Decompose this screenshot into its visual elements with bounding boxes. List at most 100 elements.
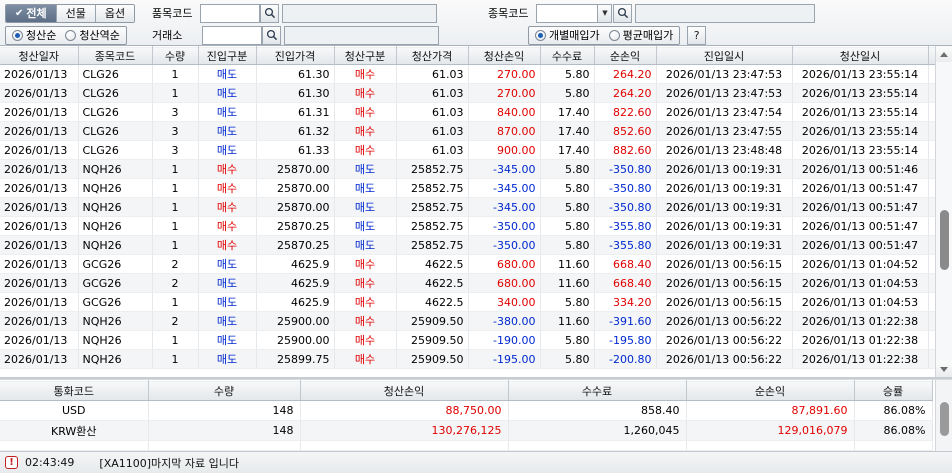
sum-col-net-pnl[interactable]: 순손익 — [686, 380, 855, 401]
table-row[interactable]: 2026/01/13 NQH26 1 매수 25870.25 매도 25852.75 -350… — [0, 216, 952, 236]
cell-entry-price: 25870.00 — [256, 178, 335, 198]
col-header-entry-datetime[interactable]: 진입일시 — [656, 46, 793, 65]
cell-net-pnl: -355.80 — [594, 216, 657, 236]
table-row[interactable]: 2026/01/13 CLG26 3 매도 61.31 매수 61.03 840.00 17.4… — [0, 102, 952, 122]
sum-cell-realized-pnl: 130,276,125 — [300, 420, 509, 441]
cell-entry-side: 매도 — [198, 83, 257, 103]
table-row[interactable]: 2026/01/13 NQH26 1 매수 25870.25 매도 25852.75 -350… — [0, 235, 952, 255]
help-button[interactable]: ? — [687, 25, 707, 45]
col-header-exit-price[interactable]: 청산가격 — [396, 46, 469, 65]
table-row[interactable]: 2026/01/13 CLG26 3 매도 61.33 매수 61.03 900.00 17.4… — [0, 140, 952, 160]
symbol-code-search-button[interactable] — [613, 3, 633, 23]
cell-entry-price: 61.32 — [256, 121, 335, 141]
scroll-up-button[interactable] — [936, 46, 952, 62]
summary-row[interactable]: KRW환산 148 130,276,125 1,260,045 129,016,079 8… — [0, 420, 933, 441]
radio-individual-price[interactable]: 개별매입가 — [535, 27, 600, 43]
cell-exit-datetime: 2026/01/13 01:22:38 — [792, 330, 929, 350]
table-row[interactable]: 2026/01/13 NQH26 1 매도 25900.00 매수 25909.50 -190… — [0, 330, 952, 350]
col-header-exit-date[interactable]: 청산일자 — [0, 46, 79, 65]
scroll-down-button[interactable] — [936, 361, 952, 377]
cell-exit-side: 매도 — [334, 178, 397, 198]
sum-col-realized-pnl[interactable]: 청산손익 — [300, 380, 509, 401]
col-header-exit-side[interactable]: 청산구분 — [334, 46, 397, 65]
cell-exit-date: 2026/01/13 — [0, 140, 79, 160]
item-code-search-button[interactable] — [260, 3, 280, 23]
table-row[interactable]: 2026/01/13 NQH26 1 매수 25870.00 매도 25852.75 -345… — [0, 178, 952, 198]
scroll-thumb[interactable] — [940, 210, 949, 270]
cell-symbol-code: NQH26 — [78, 216, 153, 236]
triangle-down-icon — [940, 366, 948, 372]
cell-exit-datetime: 2026/01/13 23:55:14 — [792, 121, 929, 141]
cell-exit-date: 2026/01/13 — [0, 292, 79, 312]
cell-exit-datetime: 2026/01/13 00:51:47 — [792, 235, 929, 255]
segment-all[interactable]: ✔ 전체 — [6, 4, 57, 22]
radio-average-price[interactable]: 평균매입가 — [608, 27, 674, 43]
cell-quantity: 1 — [152, 197, 199, 217]
cell-exit-price: 25909.50 — [396, 349, 469, 369]
radio-sort-liquidation-asc[interactable]: 청산순 — [12, 27, 56, 43]
table-row[interactable]: 2026/01/13 CLG26 1 매도 61.30 매수 61.03 270.00 5.80… — [0, 64, 952, 84]
cell-fee: 5.80 — [540, 64, 595, 84]
cell-realized-pnl: 870.00 — [468, 121, 541, 141]
sum-col-quantity[interactable]: 수량 — [148, 380, 301, 401]
cell-exit-datetime: 2026/01/13 01:22:38 — [792, 311, 929, 331]
col-header-exit-datetime[interactable]: 청산일시 — [792, 46, 929, 65]
table-row[interactable]: 2026/01/13 NQH26 1 매도 25899.75 매수 25909.50 -195… — [0, 349, 952, 369]
segment-options-label: 옵션 — [104, 7, 126, 20]
cell-fee: 17.40 — [540, 121, 595, 141]
summary-scroll-thumb[interactable] — [940, 402, 949, 436]
col-header-symbol-code[interactable]: 종목코드 — [78, 46, 153, 65]
table-row[interactable]: 2026/01/13 CLG26 3 매도 61.32 매수 61.03 870.00 17.4… — [0, 121, 952, 141]
summary-vertical-scrollbar[interactable] — [935, 380, 952, 451]
cell-exit-datetime: 2026/01/13 00:51:47 — [792, 197, 929, 217]
sum-col-fee[interactable]: 수수료 — [508, 380, 687, 401]
sum-col-winrate[interactable]: 승률 — [854, 380, 933, 401]
symbol-code-input[interactable] — [536, 3, 599, 23]
grid-vertical-scrollbar[interactable] — [935, 46, 952, 377]
symbol-code-dropdown-button[interactable]: ▼ — [598, 3, 613, 23]
cell-quantity: 1 — [152, 83, 199, 103]
table-row[interactable]: 2026/01/13 CLG26 1 매도 61.30 매수 61.03 270.00 5.80… — [0, 83, 952, 103]
col-header-fee[interactable]: 수수료 — [540, 46, 595, 65]
cell-exit-side: 매수 — [334, 349, 397, 369]
table-row[interactable]: 2026/01/13 GCG26 1 매도 4625.9 매수 4622.5 340.00 5.… — [0, 292, 952, 312]
table-row[interactable]: 2026/01/13 NQH26 1 매수 25870.00 매도 25852.75 -345… — [0, 159, 952, 179]
sum-col-currency[interactable]: 통화코드 — [0, 380, 149, 401]
cell-fee: 11.60 — [540, 311, 595, 331]
table-body: 2026/01/13 CLG26 1 매도 61.30 매수 61.03 270.00 5.80… — [0, 64, 952, 369]
cell-exit-side: 매도 — [334, 197, 397, 217]
table-row[interactable]: 2026/01/13 NQH26 1 매수 25870.00 매도 25852.75 -345… — [0, 197, 952, 217]
sum-cell-net-pnl: 129,016,079 — [686, 420, 855, 441]
col-header-entry-price[interactable]: 진입가격 — [256, 46, 335, 65]
radio-sort-liquidation-desc[interactable]: 청산역순 — [65, 27, 120, 43]
item-code-input[interactable] — [200, 3, 261, 23]
product-type-segmented-control[interactable]: ✔ 전체 선물 옵션 — [5, 3, 136, 23]
cell-exit-datetime: 2026/01/13 23:55:14 — [792, 140, 929, 160]
cell-realized-pnl: -345.00 — [468, 197, 541, 217]
col-header-realized-pnl[interactable]: 청산손익 — [468, 46, 541, 65]
cell-realized-pnl: -345.00 — [468, 159, 541, 179]
purchase-price-radio-group[interactable]: 개별매입가 평균매입가 ? — [528, 25, 707, 45]
cell-entry-side: 매도 — [198, 64, 257, 84]
col-header-quantity[interactable]: 수량 — [152, 46, 199, 65]
cell-entry-datetime: 2026/01/13 23:47:53 — [656, 83, 793, 103]
cell-exit-side: 매수 — [334, 311, 397, 331]
summary-table: 통화코드 수량 청산손익 수수료 순손익 승률 USD 148 88,750.00 8… — [0, 380, 933, 451]
col-header-entry-side[interactable]: 진입구분 — [198, 46, 257, 65]
table-row[interactable]: 2026/01/13 NQH26 2 매도 25900.00 매수 25909.50 -380… — [0, 311, 952, 331]
sort-order-radio-group[interactable]: 청산순 청산역순 — [5, 25, 127, 45]
segment-futures[interactable]: 선물 — [56, 4, 96, 22]
segment-options[interactable]: 옵션 — [95, 4, 135, 22]
exchange-search-button[interactable] — [262, 25, 282, 45]
summary-row[interactable]: USD 148 88,750.00 858.40 87,891.60 86.08% — [0, 400, 933, 421]
radio-average-price-label: 평균매입가 — [622, 29, 674, 42]
table-row[interactable]: 2026/01/13 GCG26 2 매도 4625.9 매수 4622.5 680.00 11… — [0, 273, 952, 293]
scroll-track[interactable] — [936, 62, 952, 361]
table-row[interactable]: 2026/01/13 GCG26 2 매도 4625.9 매수 4622.5 680.00 11… — [0, 254, 952, 274]
cell-exit-date: 2026/01/13 — [0, 197, 79, 217]
cell-entry-price: 4625.9 — [256, 273, 335, 293]
cell-fee: 17.40 — [540, 102, 595, 122]
summary-empty-cell — [686, 440, 855, 451]
col-header-net-pnl[interactable]: 순손익 — [594, 46, 657, 65]
exchange-input[interactable] — [202, 25, 263, 45]
